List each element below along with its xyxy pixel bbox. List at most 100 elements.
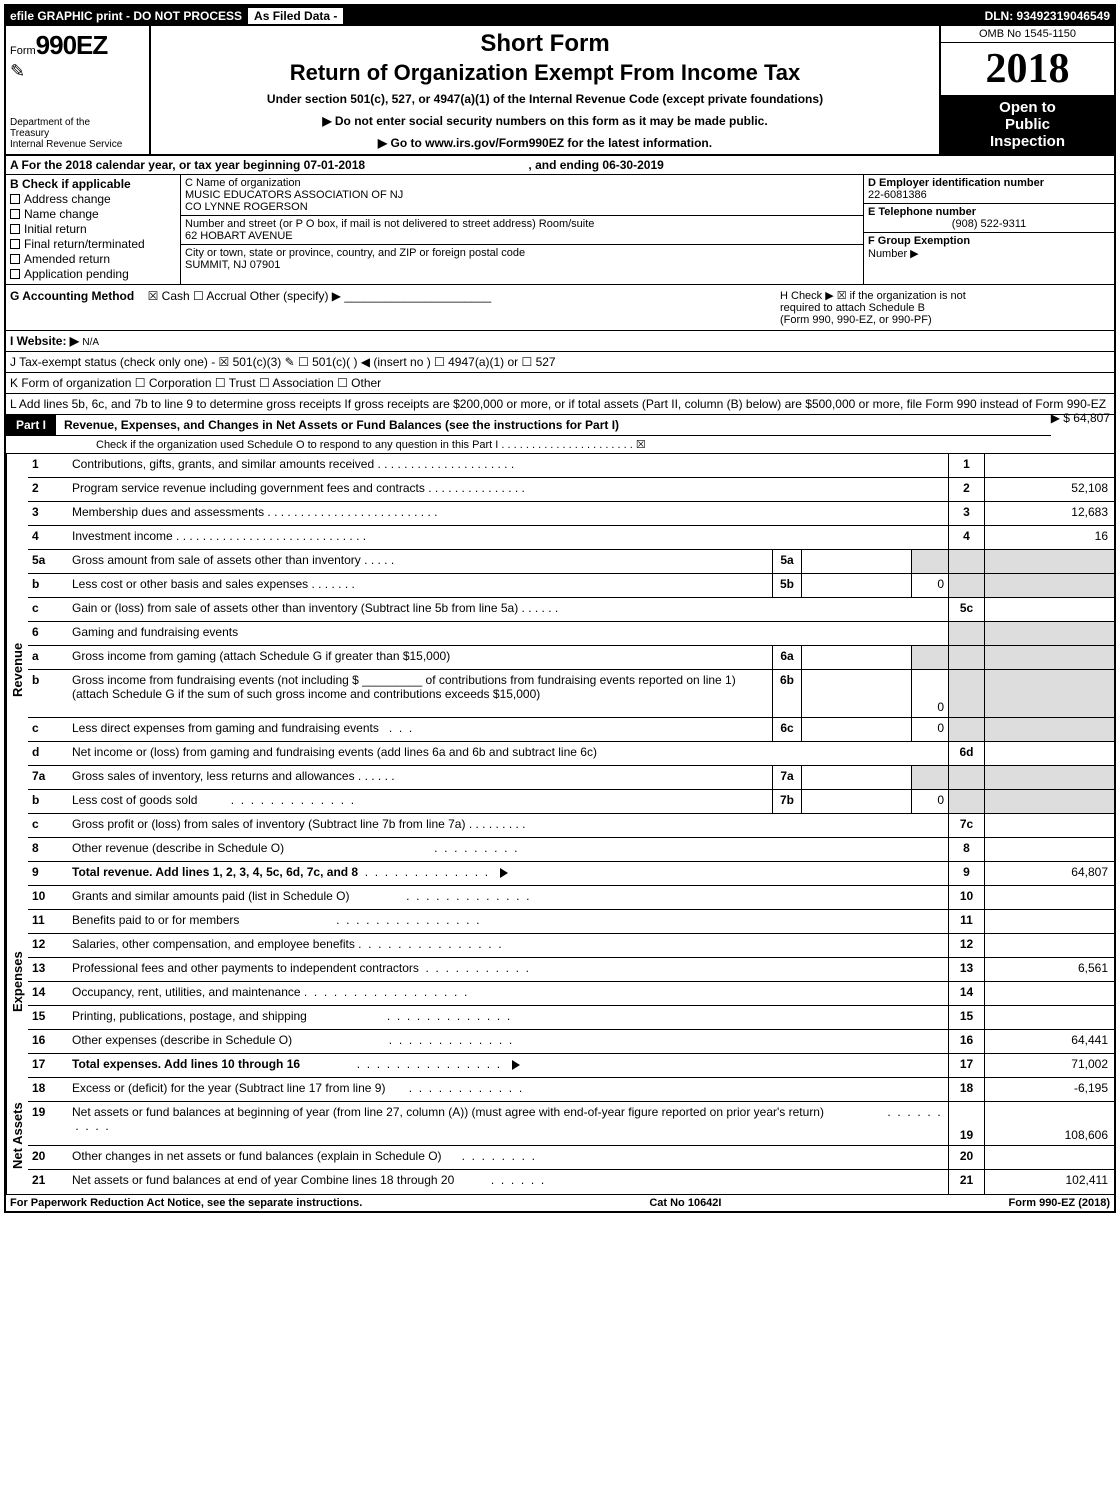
line-5a: 5aGross amount from sale of assets other… <box>28 550 1114 574</box>
line-20: 20Other changes in net assets or fund ba… <box>28 1146 1114 1170</box>
open-public-badge: Open to Public Inspection <box>941 95 1114 154</box>
pen-icon: ✎ <box>10 61 145 82</box>
dept-treasury: Department of the Treasury Internal Reve… <box>10 117 145 150</box>
bcd-row: B Check if applicable Address change Nam… <box>6 175 1114 285</box>
form-990ez-page: efile GRAPHIC print - DO NOT PROCESS As … <box>4 4 1116 1213</box>
footer-left: For Paperwork Reduction Act Notice, see … <box>10 1197 362 1209</box>
line-13-value: 6,561 <box>984 958 1114 981</box>
box-b-header: B Check if applicable <box>10 177 176 191</box>
part-1-header: Part I Revenue, Expenses, and Changes in… <box>6 415 1051 436</box>
org-co: CO LYNNE ROGERSON <box>185 201 859 213</box>
revenue-side-label: Revenue <box>6 454 28 886</box>
line-4: 4Investment income . . . . . . . . . . .… <box>28 526 1114 550</box>
org-city: SUMMIT, NJ 07901 <box>185 259 859 271</box>
arrow-icon <box>500 868 508 878</box>
line-18: 18Excess or (deficit) for the year (Subt… <box>28 1078 1114 1102</box>
expenses-section: Expenses 10Grants and similar amounts pa… <box>6 886 1114 1078</box>
header-left: Form990EZ ✎ Department of the Treasury I… <box>6 26 151 154</box>
subhead-2: ▶ Do not enter social security numbers o… <box>159 114 931 128</box>
expenses-side-label: Expenses <box>6 886 28 1078</box>
line-7b: bLess cost of goods sold . . . . . . . .… <box>28 790 1114 814</box>
line-7c: cGross profit or (loss) from sales of in… <box>28 814 1114 838</box>
line-6: 6Gaming and fundraising events <box>28 622 1114 646</box>
line-3-value: 12,683 <box>984 502 1114 525</box>
header-right: OMB No 1545-1150 2018 Open to Public Ins… <box>939 26 1114 154</box>
line-17-value: 71,002 <box>984 1054 1114 1077</box>
page-footer: For Paperwork Reduction Act Notice, see … <box>6 1194 1114 1211</box>
footer-cat-no: Cat No 10642I <box>649 1197 721 1209</box>
line-19-value: 108,606 <box>984 1102 1114 1145</box>
row-a-tax-year: A For the 2018 calendar year, or tax yea… <box>6 156 1114 175</box>
org-name: MUSIC EDUCATORS ASSOCIATION OF NJ <box>185 189 859 201</box>
line-19: 19Net assets or fund balances at beginni… <box>28 1102 1114 1146</box>
form-title: Return of Organization Exempt From Incom… <box>159 60 931 86</box>
net-assets-section: Net Assets 18Excess or (deficit) for the… <box>6 1078 1114 1194</box>
line-9: 9Total revenue. Add lines 1, 2, 3, 4, 5c… <box>28 862 1114 886</box>
row-i-website: I Website: ▶ N/A <box>6 331 1114 352</box>
line-6a: aGross income from gaming (attach Schedu… <box>28 646 1114 670</box>
box-c: C Name of organization MUSIC EDUCATORS A… <box>181 175 864 284</box>
box-d-ein: D Employer identification number 22-6081… <box>864 175 1114 204</box>
gross-receipts-amount: ▶ $ 64,807 <box>1051 411 1110 425</box>
line-12: 12Salaries, other compensation, and empl… <box>28 934 1114 958</box>
footer-form-ref: Form 990-EZ (2018) <box>1009 1197 1110 1209</box>
header-center: Short Form Return of Organization Exempt… <box>151 26 939 154</box>
line-14: 14Occupancy, rent, utilities, and mainte… <box>28 982 1114 1006</box>
part-1-subtext: Check if the organization used Schedule … <box>6 436 1114 454</box>
line-7a: 7aGross sales of inventory, less returns… <box>28 766 1114 790</box>
line-16: 16Other expenses (describe in Schedule O… <box>28 1030 1114 1054</box>
arrow-icon <box>512 1060 520 1070</box>
row-l-gross-receipts: L Add lines 5b, 6c, and 7b to line 9 to … <box>6 394 1114 415</box>
chk-name-change[interactable]: Name change <box>10 207 176 221</box>
box-e-phone: E Telephone number (908) 522-9311 <box>864 204 1114 233</box>
line-11: 11Benefits paid to or for members . . . … <box>28 910 1114 934</box>
org-city-block: City or town, state or province, country… <box>181 245 863 273</box>
line-17: 17Total expenses. Add lines 10 through 1… <box>28 1054 1114 1078</box>
chk-initial-return[interactable]: Initial return <box>10 222 176 236</box>
line-5b: bLess cost or other basis and sales expe… <box>28 574 1114 598</box>
line-6d: dNet income or (loss) from gaming and fu… <box>28 742 1114 766</box>
line-13: 13Professional fees and other payments t… <box>28 958 1114 982</box>
org-address-block: Number and street (or P O box, if mail i… <box>181 216 863 245</box>
line-2-value: 52,108 <box>984 478 1114 501</box>
subhead-1: Under section 501(c), 527, or 4947(a)(1)… <box>159 92 931 106</box>
gh-row: G Accounting Method ☒ Cash ☐ Accrual Oth… <box>6 285 1114 331</box>
line-5c: cGain or (loss) from sale of assets othe… <box>28 598 1114 622</box>
as-filed-badge: As Filed Data - <box>248 8 343 24</box>
dln-label: DLN: 93492319046549 <box>985 9 1110 23</box>
line-16-value: 64,441 <box>984 1030 1114 1053</box>
org-street: 62 HOBART AVENUE <box>185 230 859 242</box>
chk-address-change[interactable]: Address change <box>10 192 176 206</box>
line-18-value: -6,195 <box>984 1078 1114 1101</box>
row-h-schedule-b: H Check ▶ ☒ if the organization is not r… <box>780 289 1110 326</box>
org-name-block: C Name of organization MUSIC EDUCATORS A… <box>181 175 863 216</box>
efile-label: efile GRAPHIC print - DO NOT PROCESS <box>10 9 242 23</box>
tax-year: 2018 <box>941 43 1114 95</box>
part-1-tab: Part I <box>6 415 56 435</box>
revenue-section: Revenue 1Contributions, gifts, grants, a… <box>6 454 1114 886</box>
box-b: B Check if applicable Address change Nam… <box>6 175 181 284</box>
form-header: Form990EZ ✎ Department of the Treasury I… <box>6 26 1114 156</box>
line-10: 10Grants and similar amounts paid (list … <box>28 886 1114 910</box>
chk-application-pending[interactable]: Application pending <box>10 267 176 281</box>
line-21-value: 102,411 <box>984 1170 1114 1194</box>
subhead-3: ▶ Go to www.irs.gov/Form990EZ for the la… <box>159 136 931 150</box>
box-def: D Employer identification number 22-6081… <box>864 175 1114 284</box>
chk-amended-return[interactable]: Amended return <box>10 252 176 266</box>
net-assets-side-label: Net Assets <box>6 1078 28 1194</box>
efile-topbar: efile GRAPHIC print - DO NOT PROCESS As … <box>6 6 1114 26</box>
chk-final-return[interactable]: Final return/terminated <box>10 237 176 251</box>
line-8: 8Other revenue (describe in Schedule O) … <box>28 838 1114 862</box>
line-4-value: 16 <box>984 526 1114 549</box>
line-15: 15Printing, publications, postage, and s… <box>28 1006 1114 1030</box>
omb-number: OMB No 1545-1150 <box>941 26 1114 43</box>
line-2: 2Program service revenue including gover… <box>28 478 1114 502</box>
row-j-tax-exempt: J Tax-exempt status (check only one) - ☒… <box>6 352 1114 373</box>
part-1-title: Revenue, Expenses, and Changes in Net As… <box>56 418 1051 432</box>
row-g-accounting: G Accounting Method ☒ Cash ☐ Accrual Oth… <box>10 289 780 326</box>
line-1: 1Contributions, gifts, grants, and simil… <box>28 454 1114 478</box>
row-k-org-form: K Form of organization ☐ Corporation ☐ T… <box>6 373 1114 394</box>
line-6c: cLess direct expenses from gaming and fu… <box>28 718 1114 742</box>
form-number: 990EZ <box>36 30 108 60</box>
ein-value: 22-6081386 <box>868 189 1110 201</box>
